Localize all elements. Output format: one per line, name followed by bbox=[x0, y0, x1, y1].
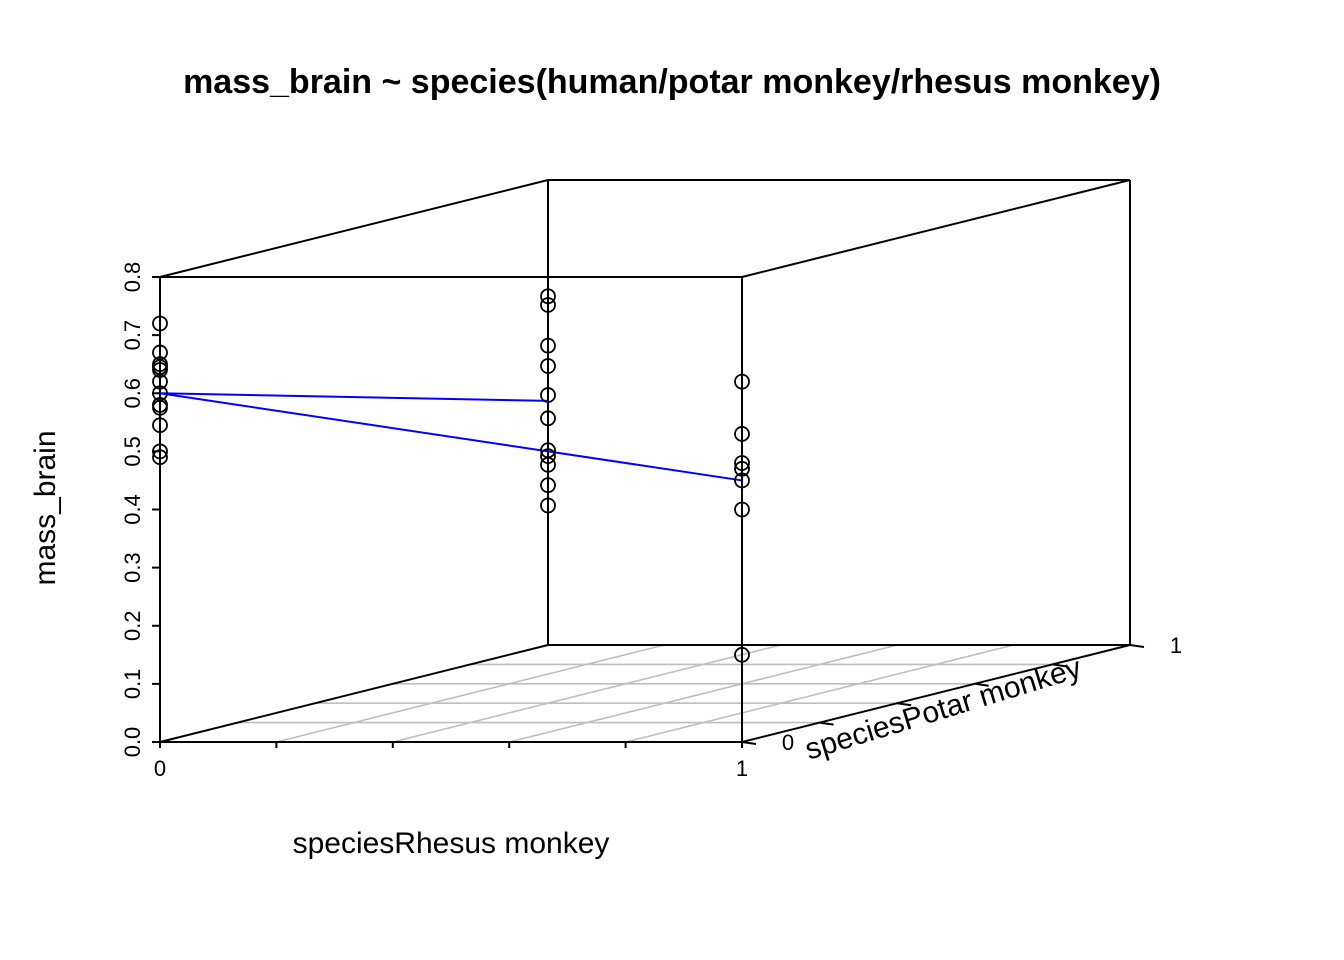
data-point bbox=[152, 399, 168, 416]
box-edge bbox=[741, 179, 1131, 278]
grid-line-x bbox=[392, 644, 781, 743]
data-point bbox=[152, 449, 168, 466]
data-point bbox=[734, 460, 750, 477]
fit-line bbox=[159, 392, 549, 402]
z-tick-label: 0.4 bbox=[120, 494, 145, 525]
fit-line bbox=[159, 392, 743, 482]
y-tick bbox=[819, 721, 834, 726]
data-point bbox=[152, 417, 168, 434]
data-point bbox=[540, 358, 556, 374]
data-point bbox=[152, 443, 168, 460]
plot-box bbox=[159, 179, 1131, 743]
data-point bbox=[540, 477, 556, 494]
y-tick bbox=[1129, 644, 1145, 648]
z-tick-label: 0.2 bbox=[120, 610, 145, 641]
z-tick-label: 0.7 bbox=[120, 320, 145, 351]
data-points bbox=[152, 288, 750, 663]
box-edge bbox=[159, 644, 549, 743]
z-tick-label: 0.6 bbox=[120, 378, 145, 409]
data-point bbox=[540, 297, 556, 313]
y-tick-label: 1 bbox=[1170, 633, 1182, 658]
x-tick-label: 1 bbox=[736, 756, 748, 781]
x-tick-label: 0 bbox=[154, 756, 166, 781]
chart-title: mass_brain ~ species(human/potar monkey/… bbox=[183, 63, 1161, 101]
z-tick-label: 0.0 bbox=[120, 727, 145, 758]
z-tick-label: 0.5 bbox=[120, 436, 145, 467]
grid-line-x bbox=[625, 644, 1014, 743]
floor-grid bbox=[237, 644, 1053, 743]
x-axis-label: speciesRhesus monkey bbox=[293, 827, 610, 860]
data-point bbox=[734, 501, 750, 518]
data-point bbox=[540, 456, 556, 473]
fit-lines bbox=[159, 392, 743, 482]
box-edge bbox=[741, 644, 1131, 743]
data-point bbox=[734, 646, 750, 663]
data-point bbox=[540, 387, 556, 403]
data-point bbox=[152, 373, 168, 390]
axis-ticks: 0.0 0.1 0.2 0.3 0.4 0.5 0.6 0.7 0.8 0 1 0 1 bbox=[120, 262, 1182, 781]
z-tick-label: 0.1 bbox=[120, 669, 145, 700]
z-tick-label: 0.8 bbox=[120, 262, 145, 293]
grid-line-x bbox=[276, 644, 665, 743]
data-point bbox=[152, 315, 168, 332]
data-point bbox=[734, 373, 750, 390]
z-axis-label: mass_brain bbox=[29, 430, 62, 585]
grid-line-x bbox=[509, 644, 898, 743]
y-tick bbox=[897, 702, 912, 707]
data-point bbox=[540, 497, 556, 514]
data-point bbox=[734, 426, 750, 442]
data-point bbox=[734, 455, 750, 471]
data-point bbox=[152, 362, 168, 378]
y-tick bbox=[974, 682, 989, 687]
z-tick-label: 0.3 bbox=[120, 552, 145, 583]
data-point bbox=[540, 448, 556, 464]
data-point bbox=[734, 472, 750, 489]
data-point bbox=[540, 288, 556, 305]
data-point bbox=[540, 337, 556, 354]
y-axis-label: speciesPotar monkey bbox=[801, 651, 1085, 766]
box-edge bbox=[159, 179, 549, 278]
y-tick bbox=[741, 741, 757, 745]
data-point bbox=[540, 410, 556, 427]
y-tick-label: 0 bbox=[782, 730, 794, 755]
y-tick bbox=[1052, 663, 1067, 668]
